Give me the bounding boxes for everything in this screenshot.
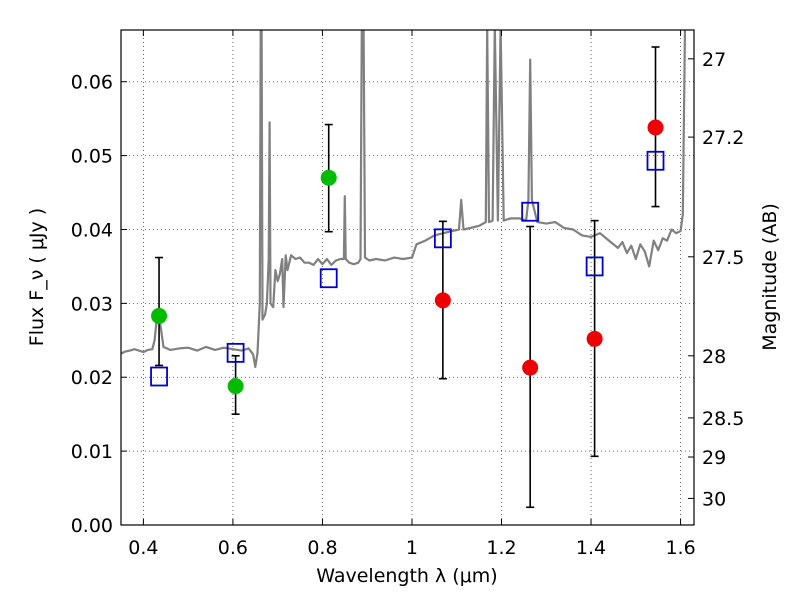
- x-tick-label: 1.6: [665, 537, 695, 559]
- model-spectrum: [121, 30, 687, 368]
- right-tick-label: 30: [702, 488, 726, 510]
- x-tick-label: 0.8: [307, 537, 337, 559]
- green-circle-marker: [151, 307, 168, 324]
- right-tick-label: 27.2: [702, 127, 744, 149]
- x-tick-label: 1.4: [576, 537, 606, 559]
- blue-square-marker: [150, 366, 168, 387]
- right-tick-label: 29: [702, 447, 726, 469]
- grid: [121, 30, 694, 526]
- red-circle-marker: [522, 359, 539, 376]
- right-axis-label: Magnitude (AB): [759, 203, 781, 351]
- y-tick-label: 0.03: [71, 293, 113, 315]
- x-tick-label: 0.6: [218, 537, 248, 559]
- data-markers: [150, 119, 665, 395]
- blue-square-marker: [521, 201, 540, 222]
- y-tick-label: 0.02: [71, 367, 113, 389]
- blue-square-marker: [433, 228, 452, 249]
- right-tick-label: 27: [702, 49, 726, 71]
- right-tick-label: 27.5: [702, 247, 744, 269]
- plot-frame: [120, 29, 695, 526]
- x-tick-label: 1: [406, 537, 418, 559]
- blue-square-marker: [226, 342, 245, 363]
- y-tick-label: 0.00: [71, 515, 113, 537]
- x-axis-label: Wavelength λ (μm): [316, 565, 497, 587]
- green-circle-marker: [227, 378, 244, 395]
- right-tick-label: 28.5: [702, 408, 744, 430]
- y-tick-label: 0.01: [71, 441, 113, 463]
- y-tick-label: 0.05: [71, 146, 113, 168]
- y-axis-ticks: 0.00 0.01 0.02 0.03 0.04 0.05 0.06: [71, 72, 127, 537]
- blue-square-marker: [319, 268, 338, 289]
- right-tick-label: 28: [702, 346, 726, 368]
- red-circle-marker: [647, 119, 664, 136]
- green-circle-marker: [320, 169, 337, 186]
- blue-square-marker: [585, 256, 604, 277]
- y-axis-label: Flux F_ν ( μJy ): [26, 208, 48, 346]
- right-axis-ticks: 27 27.2 27.5 28 28.5 29 30: [688, 49, 744, 510]
- blue-square-marker: [646, 150, 665, 171]
- x-axis-ticks: 0.4 0.6 0.8 1 1.2 1.4 1.6: [128, 30, 696, 559]
- red-circle-marker: [434, 292, 451, 309]
- x-tick-label: 0.4: [128, 537, 158, 559]
- red-circle-marker: [586, 330, 603, 347]
- y-tick-label: 0.06: [71, 72, 113, 94]
- x-tick-label: 1.2: [486, 537, 516, 559]
- model-spectrum-line: [121, 30, 687, 368]
- y-tick-label: 0.04: [71, 219, 113, 241]
